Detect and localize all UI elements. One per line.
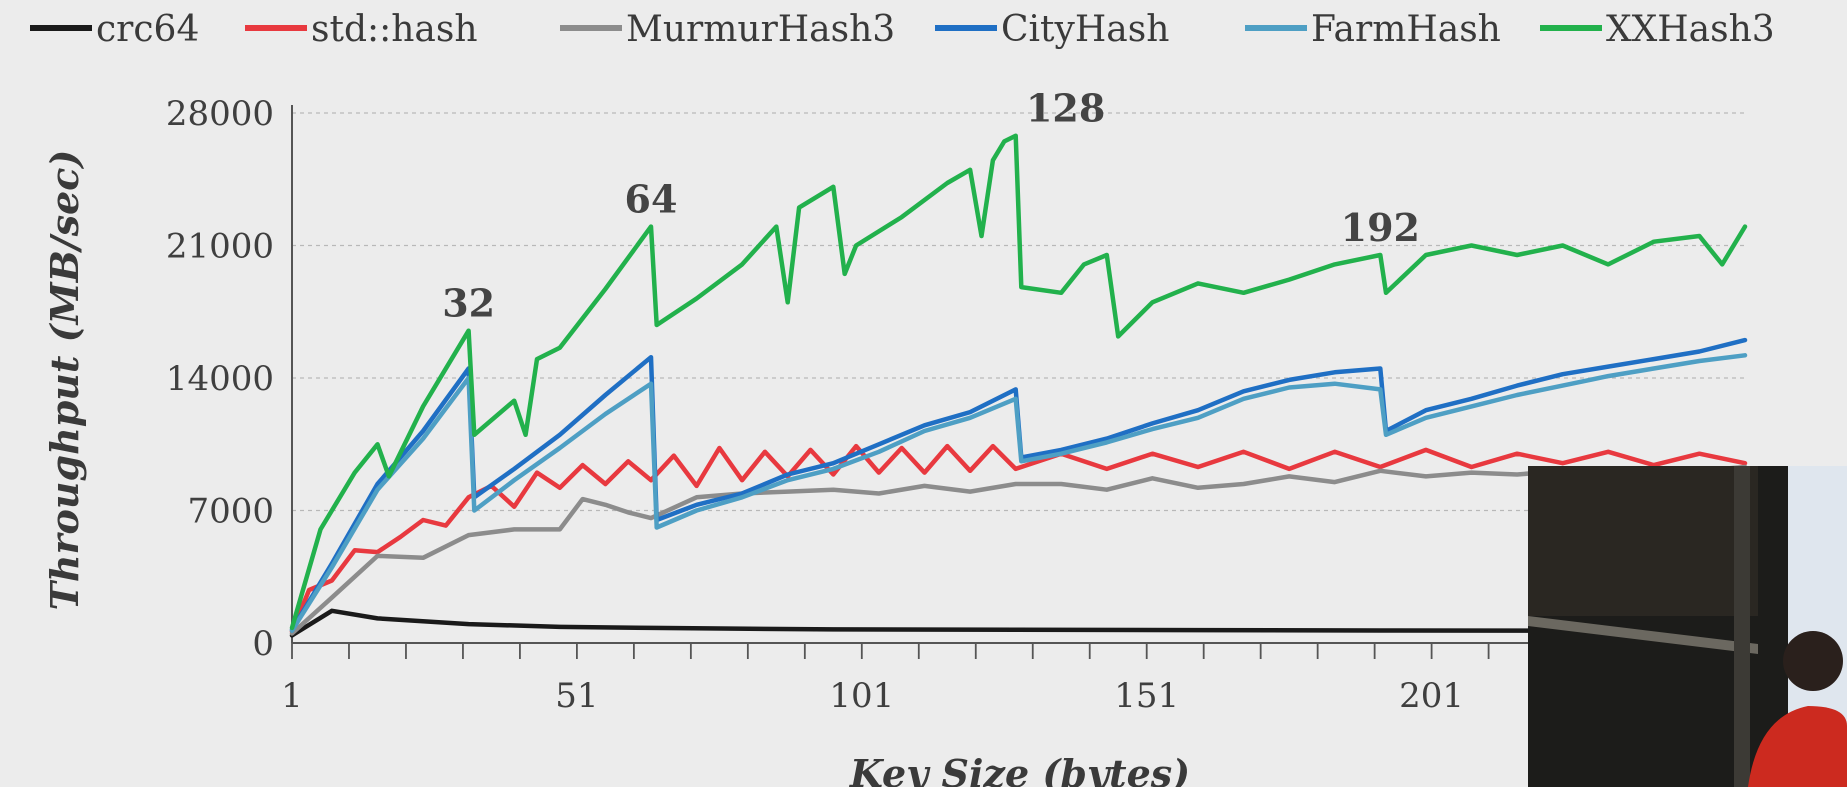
annotation-label: 128: [1026, 86, 1105, 131]
x-tick-label: 51: [555, 676, 598, 716]
plot-area: [289, 133, 1748, 638]
series-line-cityhash: [289, 337, 1748, 633]
y-tick-label: 0: [252, 624, 274, 664]
y-tick-label: 21000: [166, 227, 274, 267]
board-ledge: [1528, 616, 1758, 654]
legend-label: CityHash: [1001, 9, 1169, 50]
x-axis-title: Key Size (bytes): [849, 751, 1190, 787]
x-tick-label: 151: [1114, 676, 1179, 716]
series-line-crc64: [289, 608, 1748, 638]
board-frame: [1734, 466, 1750, 787]
legend-label: std::hash: [311, 9, 478, 50]
legend-label: crc64: [96, 9, 199, 50]
series-line-farmhash: [289, 353, 1748, 633]
series-line-xxhash3: [289, 133, 1748, 631]
x-tick-label: 201: [1399, 676, 1464, 716]
blackboard-panel: [1528, 466, 1758, 616]
y-tick-label: 28000: [166, 94, 274, 134]
video-inset-frame: [1528, 466, 1847, 787]
legend-item-std-hash: std::hash: [245, 9, 478, 50]
y-tick-label: 14000: [166, 359, 274, 399]
annotations: 32 64 128 192: [442, 86, 1420, 326]
legend-item-crc64: crc64: [30, 9, 199, 50]
legend-item-farmhash: FarmHash: [1245, 9, 1501, 50]
annotation-label: 32: [442, 281, 495, 326]
legend-label: MurmurHash3: [626, 9, 895, 50]
series-line-std-hash: [289, 443, 1748, 634]
legend: crc64 std::hash MurmurHash3 CityHash FarmHas…: [30, 9, 1775, 50]
legend-label: FarmHash: [1311, 9, 1501, 50]
person-head: [1783, 631, 1843, 691]
y-axis-title: Throughput (MB/sec): [42, 150, 87, 611]
person-shirt: [1748, 706, 1847, 787]
axes: [291, 105, 1745, 659]
legend-item-xxhash3: XXHash3: [1540, 9, 1775, 50]
x-tick-label: 101: [829, 676, 894, 716]
annotation-label: 64: [625, 177, 678, 222]
legend-item-murmurhash3: MurmurHash3: [560, 9, 895, 50]
annotation-label: 192: [1341, 205, 1420, 250]
video-inset: [1528, 466, 1847, 787]
legend-item-cityhash: CityHash: [935, 9, 1169, 50]
x-tick-label: 1: [281, 676, 303, 716]
legend-label: XXHash3: [1606, 9, 1775, 50]
series-line-murmurhash3: [289, 464, 1748, 636]
y-tick-label: 7000: [187, 492, 274, 532]
